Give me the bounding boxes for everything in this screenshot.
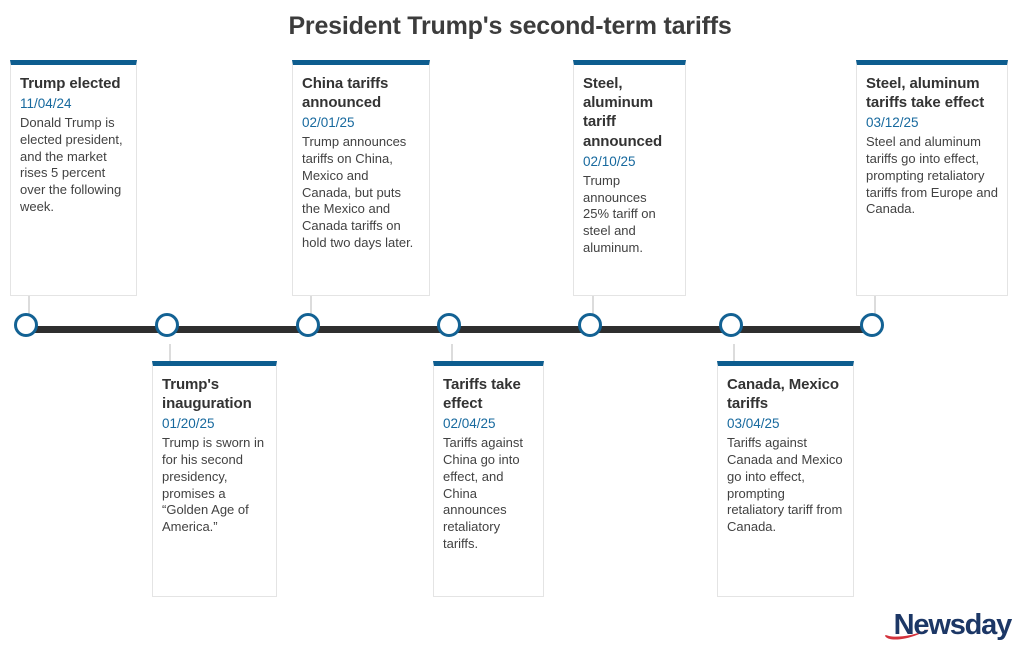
event-card: Steel, aluminum tariffs take effect 03/1… — [856, 60, 1008, 296]
timeline-connector — [874, 295, 876, 315]
event-date: 03/12/25 — [866, 115, 919, 131]
timeline-connector — [169, 344, 171, 362]
event-title: Trump elected — [20, 75, 121, 92]
event-date: 02/01/25 — [302, 115, 355, 131]
event-card: Canada, Mexico tariffs 03/04/25 Tariffs … — [717, 361, 854, 597]
event-card: Trump elected 11/04/24 Donald Trump is e… — [10, 60, 137, 296]
timeline-node-circle — [577, 313, 602, 337]
event-date: 01/20/25 — [162, 416, 215, 432]
newsday-logo: Newsday — [884, 609, 1013, 641]
event-title: China tariffs announced — [302, 75, 389, 112]
event-card: Steel, aluminum tariff announced 02/10/2… — [573, 60, 686, 296]
logo-swoosh-icon — [884, 628, 930, 640]
page-title: President Trump's second-term tariffs — [288, 12, 732, 40]
timeline-connector — [310, 295, 312, 315]
timeline-connector — [592, 295, 594, 315]
logo-text: Newsday — [893, 609, 1013, 641]
timeline-connector — [733, 344, 735, 362]
timeline-node-circle — [154, 313, 179, 337]
timeline-node-circle — [13, 313, 38, 337]
timeline-connector — [28, 295, 30, 315]
timeline-connector — [451, 344, 453, 362]
event-title: Trump's inauguration — [162, 376, 252, 413]
event-date: 11/04/24 — [20, 96, 72, 112]
event-title: Steel, aluminum tariffs take effect — [866, 75, 985, 112]
event-description: Trump announces tariffs on China, Mexico… — [302, 134, 414, 250]
event-description: Tariffs against China go into effect, an… — [443, 435, 523, 551]
event-title: Canada, Mexico tariffs — [727, 376, 839, 413]
event-description: Donald Trump is elected president, and t… — [20, 115, 123, 215]
timeline-node-circle — [436, 313, 461, 337]
event-title: Steel, aluminum tariff announced — [583, 75, 663, 150]
event-description: Steel and aluminum tariffs go into effec… — [866, 134, 998, 217]
event-card: Trump's inauguration 01/20/25 Trump is s… — [152, 361, 277, 597]
event-title: Tariffs take effect — [443, 376, 521, 413]
event-description: Trump is sworn in for his second preside… — [162, 435, 265, 535]
timeline-node-circle — [859, 313, 884, 337]
timeline-node-circle — [295, 313, 320, 337]
event-date: 02/10/25 — [583, 153, 636, 169]
event-card: China tariffs announced 02/01/25 Trump a… — [292, 60, 430, 296]
event-description: Tariffs against Canada and Mexico go int… — [727, 435, 843, 535]
event-date: 03/04/25 — [727, 416, 780, 432]
event-date: 02/04/25 — [443, 416, 496, 432]
event-card: Tariffs take effect 02/04/25 Tariffs aga… — [433, 361, 544, 597]
timeline-node-circle — [718, 313, 743, 337]
event-description: Trump announces 25% tariff on steel and … — [583, 172, 656, 255]
